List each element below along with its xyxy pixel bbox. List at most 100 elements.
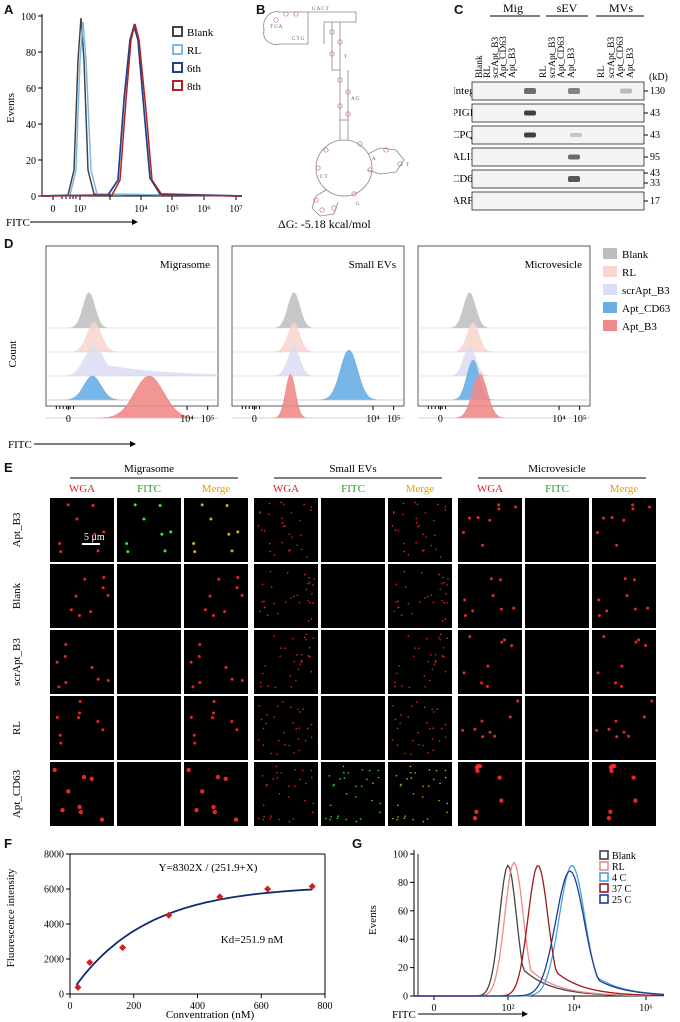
g-histograms <box>414 854 665 997</box>
e-image-tile <box>254 498 318 562</box>
e-image-tile <box>458 498 522 562</box>
panel-g-temperature-histogram: Events FITC 0 20 40 60 80 100 0 10² 10⁴ 10⁶ BlankR… <box>367 850 665 1021</box>
svg-text:A G: A G <box>351 97 360 102</box>
panel-letter-g: G <box>352 836 363 851</box>
c-group: MVs <box>609 1 633 15</box>
panel-d-flow-histograms: Count FITC Migrasome 0 10⁴ 10⁵ Small EVs 0 10⁴… <box>0 234 680 454</box>
a-ytick: 80 <box>26 48 36 59</box>
c-group: Mig <box>503 1 523 15</box>
d-legend-swatch <box>603 248 617 259</box>
d-xtick: 10⁴ <box>552 414 566 425</box>
c-lane-label: RL <box>539 66 549 78</box>
panel-letter-a: A <box>4 2 14 17</box>
d-xtick: 0 <box>252 414 257 425</box>
f-xlabel: Conventration (nM) <box>166 1009 255 1021</box>
d-legend-swatch <box>603 302 617 313</box>
f-ytick: 4000 <box>44 920 64 931</box>
g-legend-label: 37 C <box>612 884 632 895</box>
svg-text:A: A <box>372 157 376 162</box>
a-xtick: 10⁵ <box>165 204 179 215</box>
f-ytick: 0 <box>59 990 64 1001</box>
e-image-tile <box>117 564 181 628</box>
g-xtick: 10⁶ <box>639 1003 653 1014</box>
d-histogram <box>418 346 590 376</box>
g-legend-swatch <box>599 850 609 860</box>
d-histogram <box>46 322 218 352</box>
d-plot-title: Migrasome <box>160 259 210 271</box>
d-xlabel: FITC <box>8 439 32 451</box>
d-legend-swatch <box>603 320 617 331</box>
svg-text:RL: RL <box>187 45 201 57</box>
e-image-tile <box>117 696 181 760</box>
f-data-point <box>165 911 173 919</box>
b-energy: ΔG: -5.18 kcal/mol <box>278 217 371 230</box>
e-image-tile <box>458 564 522 628</box>
c-group: sEV <box>557 1 578 15</box>
g-histogram-line <box>414 870 665 997</box>
e-image-tile <box>388 564 452 628</box>
a-ytick: 20 <box>26 156 36 167</box>
blot-band <box>524 88 536 94</box>
f-data-point <box>119 944 127 952</box>
e-image-tile <box>184 498 248 562</box>
g-legend-swatch <box>599 894 609 904</box>
e-image-tile <box>50 696 114 760</box>
panel-f-binding-curve: Fluorescence intensity Conventration (nM… <box>5 850 333 1022</box>
d-legend-label: Apt_CD63 <box>622 303 671 315</box>
g-legend-label: 4 C <box>612 873 627 884</box>
e-image-tile <box>117 498 181 562</box>
e-image-tile <box>184 630 248 694</box>
g-ytick: 100 <box>393 850 408 861</box>
svg-text:T: T <box>406 163 409 168</box>
e-row-label: scrApt_B3 <box>11 638 23 686</box>
f-xtick: 0 <box>68 1001 73 1012</box>
e-image-tile <box>117 630 181 694</box>
blot-mw-label: 17 <box>650 196 660 207</box>
f-ytick: 2000 <box>44 955 64 966</box>
c-lane-label: Apt_CD63 <box>499 36 509 78</box>
blot-strip <box>471 81 645 101</box>
e-image-tile <box>117 762 181 826</box>
d-legend-label: RL <box>622 267 636 279</box>
e-channel-label: Merge <box>202 483 231 495</box>
c-unit: (kD) <box>649 72 668 83</box>
d-histogram <box>46 292 218 328</box>
a-ytick: 0 <box>31 192 36 203</box>
d-plot: Migrasome 0 10⁴ 10⁵ <box>45 245 219 425</box>
g-legend-label: RL <box>612 862 625 873</box>
e-image-tile <box>388 762 452 826</box>
a-xtick: 10³ <box>74 204 87 215</box>
g-xtick: 10² <box>502 1003 515 1014</box>
d-xtick: 10⁵ <box>201 414 215 425</box>
svg-text:G: G <box>356 202 360 207</box>
e-channel-label: FITC <box>545 483 569 495</box>
d-ylabel: Count <box>7 341 19 368</box>
svg-text:T: T <box>344 55 347 60</box>
blot-protein-label: CPQ <box>454 129 473 141</box>
blot-band <box>524 132 536 138</box>
blot-row: ALIX 95 <box>452 147 660 167</box>
e-row-label: Apt_CD63 <box>11 769 23 818</box>
g-ytick: 20 <box>398 963 408 974</box>
c-lane-label: RL <box>483 66 493 78</box>
e-image-tile <box>388 696 452 760</box>
g-ytick: 0 <box>403 992 408 1003</box>
e-image-tile <box>321 498 385 562</box>
e-image-tile <box>525 564 589 628</box>
e-image-tile <box>254 696 318 760</box>
c-lane-label: Apt_B3 <box>626 48 636 78</box>
e-channel-label: WGA <box>69 483 95 495</box>
e-image-tile <box>254 630 318 694</box>
e-image-tile <box>184 762 248 826</box>
e-image-tile <box>592 498 656 562</box>
a-ytick: 60 <box>26 84 36 95</box>
c-lane-label: Apt_CD63 <box>557 36 567 78</box>
f-data-point <box>86 959 94 966</box>
e-channel-label: FITC <box>137 483 161 495</box>
e-image-tile <box>50 630 114 694</box>
c-lane-label: Apt_B3 <box>508 48 518 78</box>
panel-e-microscopy: Migrasome WGA FITC Merge Small EVs WGA FITC Mer… <box>0 458 680 838</box>
f-kd: Kd=251.9 nM <box>221 934 284 946</box>
blot-band <box>524 110 536 116</box>
f-ytick: 8000 <box>44 850 64 861</box>
